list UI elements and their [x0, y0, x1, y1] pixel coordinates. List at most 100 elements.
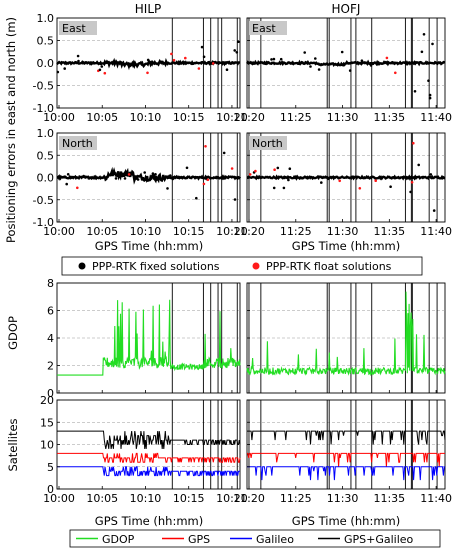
- panel-gdop-right-frame: [246, 282, 446, 394]
- panel-gdop-left-ytick-label-4: 0: [47, 387, 54, 400]
- panel-north-left-float-point-19: [206, 178, 210, 182]
- panel-gdop-left-ytick-label-2: 4: [47, 332, 54, 345]
- panel-east-left-fixed-point-20: [200, 45, 204, 49]
- panel-east-left-fixed-point-4: [63, 67, 66, 70]
- panel-north-right-float-point-13: [273, 168, 276, 171]
- panel-gdop-left-ytick-label-3: 2: [47, 360, 54, 373]
- panel-north-left-fixed-track: [56, 166, 242, 185]
- legend-positioning-frame: [61, 256, 423, 276]
- panel-north-left-xtick-label-0: 10:00: [43, 225, 75, 238]
- panel-satellites-left-xtick-label-4: 10:20: [216, 492, 248, 505]
- legend-fixed-marker: [78, 262, 86, 270]
- legend-galileo-label: Galileo: [256, 533, 294, 546]
- x-axis-title-bottom-left: GPS Time (hh:mm): [95, 514, 203, 528]
- panel-north-left-ytick-label-4: -1.0: [33, 216, 54, 229]
- panel-north-right-float-point-14: [412, 141, 415, 145]
- panel-satellites-right-gps-galileo-line: [247, 430, 446, 445]
- panel-east-left-xtick-label-1: 10:05: [86, 111, 118, 124]
- panel-gdop-left-ytick-label-1: 6: [47, 305, 54, 318]
- legend-float-label: PPP-RTK float solutions: [266, 260, 392, 273]
- legend-gps-galileo-label: GPS+Galileo: [344, 533, 414, 546]
- panel-satellites-left-ytick-label-3: 5: [47, 461, 54, 474]
- panel-north-right-fixed-point-19: [276, 166, 280, 170]
- panel-east-left-float-point-2: [146, 71, 149, 75]
- panel-north-left-fixed-point-13: [151, 172, 155, 175]
- panel-north-left-xtick-label-1: 10:05: [86, 225, 118, 238]
- panel-north-left-xtick-label-2: 10:10: [130, 225, 162, 238]
- panel-east-right-fixed-point-3: [270, 58, 273, 61]
- panel-east-left-tag-bg: [59, 21, 97, 35]
- y-axis-title-positioning: Positioning errors in east and north (m): [4, 17, 18, 243]
- panel-north-right-xtick-label-1: 11:25: [280, 225, 312, 238]
- column-title-right: HOFJ: [332, 2, 361, 16]
- panel-east-left-fixed-point-14: [181, 61, 184, 64]
- panel-north-right-fixed-point-5: [432, 209, 436, 212]
- panel-north-left-ytick-label-2: 0.0: [37, 172, 55, 185]
- panel-north-right-fixed-point-11: [287, 178, 290, 182]
- panel-east-left-fixed-point-1: [100, 65, 104, 68]
- panel-east-right-fixed-point-8: [369, 64, 373, 67]
- panel-north-right-fixed-track: [246, 174, 446, 181]
- panel-north-left-fixed-point-16: [136, 178, 140, 181]
- panel-gdop-right-gdop-line: [246, 291, 446, 377]
- panel-satellites-right-frame: [246, 399, 446, 490]
- panel-east-right-float-point-14: [394, 71, 397, 75]
- panel-north-right-fixed-point-20: [389, 185, 392, 188]
- panel-north-left-fixed-point-9: [154, 173, 157, 176]
- panel-east-left-fixed-point-13: [233, 49, 236, 52]
- panel-satellites-right-xtick-label-0: 11:20: [233, 492, 265, 505]
- panel-gdop-left-ytick-label-0: 8: [47, 277, 54, 290]
- panel-north-right-tag: North: [252, 137, 283, 150]
- panel-east-left-fixed-track: [56, 57, 241, 71]
- panel-east-left-ytick-label-2: 0.0: [37, 57, 55, 70]
- panel-east-left-float-point-7: [172, 58, 176, 62]
- panel-satellites-left-xtick-label-1: 10:05: [86, 492, 118, 505]
- panel-gdop-left-gdop-line: [57, 299, 241, 376]
- panel-east-right-fixed-track: [246, 59, 446, 68]
- panel-east-left-xtick-label-3: 10:15: [173, 111, 205, 124]
- panel-north-left-fixed-point-10: [123, 177, 127, 180]
- panel-satellites-right-xtick-label-2: 11:30: [327, 492, 359, 505]
- panel-satellites-left-ytick-label-4: 0: [47, 483, 54, 496]
- legend-bottom-frame: [69, 529, 441, 548]
- panel-east-right-fixed-point-16: [263, 61, 266, 64]
- panel-satellites-left-gps-line: [57, 452, 241, 463]
- panel-satellites-right-xtick-label-1: 11:25: [280, 492, 312, 505]
- panel-east-left-float-point-15: [184, 56, 187, 60]
- panel-east-right-fixed-point-12: [272, 57, 276, 61]
- panel-satellites-left-xtick-label-3: 10:15: [173, 492, 205, 505]
- y-axis-title-satellites: Satellites: [6, 418, 20, 471]
- panel-north-left-fixed-point-17: [171, 177, 175, 181]
- panel-satellites-left-gps-galileo-line: [57, 430, 241, 449]
- panel-north-left-fixed-point-21: [222, 151, 226, 155]
- panel-east-left-fixed-point-10: [237, 40, 240, 43]
- panel-east-left-fixed-point-8: [77, 59, 80, 63]
- panel-east-left-xtick-label-0: 10:00: [43, 111, 75, 124]
- panel-north-left-fixed-point-15: [66, 173, 70, 176]
- panels: 1.00.50.0-0.5-1.010:00 10:05 10:10 10:15 10:…: [33, 12, 452, 505]
- panel-east-right-xtick-label-3: 11:35: [373, 111, 405, 124]
- panel-east-right-fixed-point-18: [428, 93, 432, 97]
- panel-east-right-fixed-point-19: [413, 90, 417, 93]
- panel-satellites-left-ytick-label-2: 10: [40, 439, 54, 452]
- x-axis-title-bottom-right: GPS Time (hh:mm): [292, 514, 400, 528]
- panel-east-left-fixed-point-19: [202, 55, 206, 59]
- panel-north-right-tag-bg: [249, 136, 287, 150]
- panel-east-left-fixed-point-21: [235, 51, 239, 54]
- panel-east-left-ytick-label-4: -1.0: [33, 102, 54, 115]
- panel-north-left-fixed-point-18: [65, 182, 68, 186]
- legend-positioning: PPP-RTK fixed solutions PPP-RTK float so…: [61, 256, 423, 276]
- panel-north-right-xtick-label-4: 11:40: [420, 225, 452, 238]
- panel-north-right-fixed-point-17: [429, 173, 433, 176]
- panel-east-right-fixed-point-10: [348, 69, 352, 72]
- panel-east-left-float-point-9: [197, 67, 201, 70]
- legend-fixed-label: PPP-RTK fixed solutions: [92, 260, 220, 273]
- column-title-left: HILP: [135, 2, 161, 16]
- panel-east-right-xtick-label-1: 11:25: [280, 111, 312, 124]
- panel-north-right-fixed-point-8: [327, 177, 330, 181]
- panel-east-right-fixed-point-1: [340, 50, 344, 54]
- panel-east-right-tag: East: [252, 22, 276, 35]
- panel-east-right-fixed-point-5: [303, 51, 307, 54]
- panel-north-left-fixed-point-6: [195, 196, 198, 200]
